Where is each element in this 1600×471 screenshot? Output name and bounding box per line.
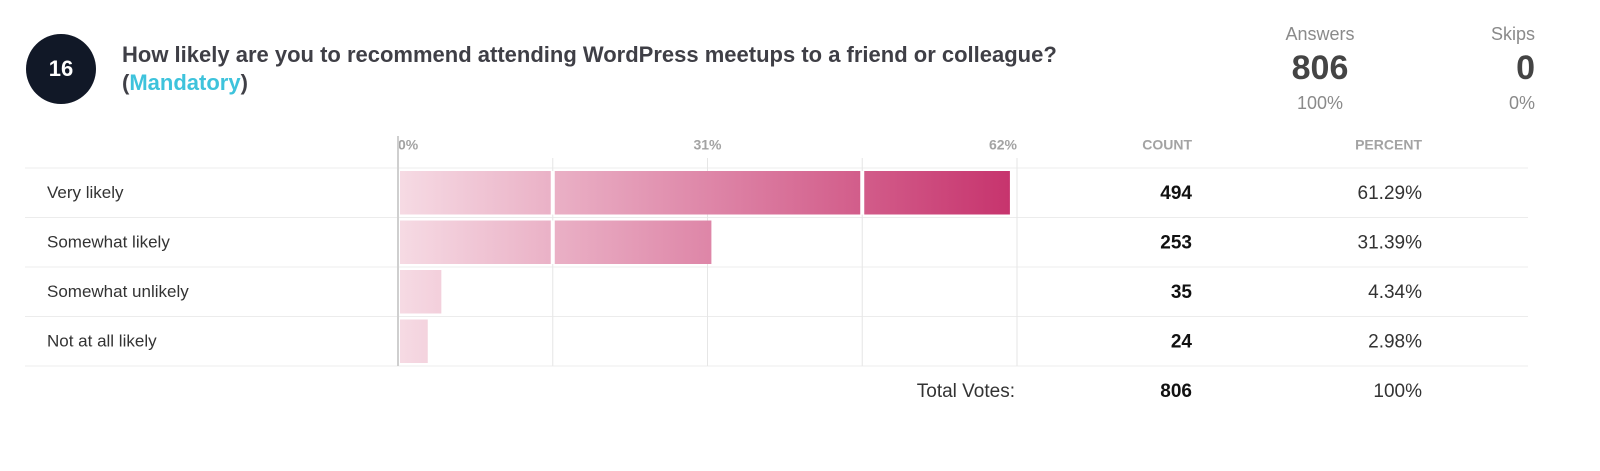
question-text: How likely are you to recommend attendin… — [122, 42, 1057, 67]
answers-value: 806 — [1292, 49, 1349, 87]
paren: ( — [122, 70, 130, 95]
paren: ) — [241, 70, 248, 95]
answers-label: Answers — [1285, 24, 1354, 44]
x-tick-label: 0% — [398, 137, 419, 153]
skips-label: Skips — [1491, 24, 1535, 44]
count: 494 — [1160, 183, 1192, 204]
count: 24 — [1171, 331, 1193, 352]
count: 35 — [1171, 282, 1193, 303]
column-header: PERCENT — [1355, 137, 1422, 153]
answers-percent: 100% — [1297, 93, 1343, 113]
skips-value: 0 — [1516, 49, 1535, 87]
skips-percent: 0% — [1509, 93, 1535, 113]
total-percent: 100% — [1373, 381, 1422, 402]
category-label: Somewhat likely — [47, 233, 170, 252]
x-tick-label: 31% — [693, 137, 722, 153]
question-number: 16 — [49, 56, 73, 81]
total-count: 806 — [1160, 381, 1192, 402]
bar — [400, 220, 712, 264]
question-badge — [26, 34, 96, 104]
percent: 61.29% — [1358, 183, 1423, 204]
bar — [400, 319, 428, 363]
mandatory-note: (Mandatory) — [122, 70, 248, 95]
mandatory-link: Mandatory — [129, 70, 241, 95]
percent: 4.34% — [1368, 282, 1422, 303]
category-label: Very likely — [47, 183, 124, 202]
bar — [400, 171, 1010, 215]
total-label: Total Votes: — [917, 381, 1015, 402]
bar — [400, 270, 442, 314]
percent: 31.39% — [1358, 232, 1423, 253]
category-label: Not at all likely — [47, 332, 157, 351]
count: 253 — [1160, 232, 1192, 253]
category-label: Somewhat unlikely — [47, 282, 189, 301]
column-header: COUNT — [1142, 137, 1192, 153]
percent: 2.98% — [1368, 331, 1422, 352]
x-tick-label: 62% — [989, 137, 1018, 153]
